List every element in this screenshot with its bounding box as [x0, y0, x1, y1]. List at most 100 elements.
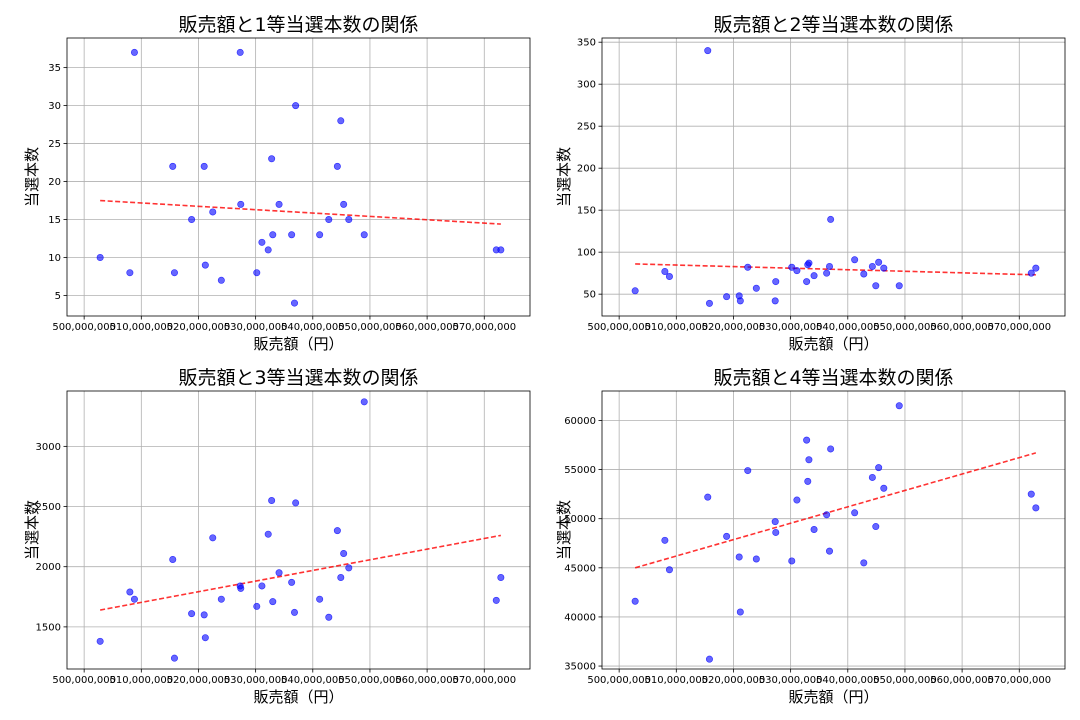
p4-point-23: [868, 473, 876, 481]
p4-y-tick-label-4: 55000: [564, 465, 596, 476]
p1-point-7: [201, 261, 209, 269]
p4-x-tick-label-1: 510,000,000: [644, 675, 708, 686]
p2-x-tick-label-4: 540,000,000: [816, 322, 880, 333]
p3-point-22: [325, 613, 333, 621]
p3-chart-title: 販売額と3等当選本数の関係: [178, 367, 418, 389]
p4-trendline: [634, 452, 1037, 569]
p2-y-tick-label-2: 150: [577, 206, 596, 217]
p4-point-24: [872, 523, 880, 531]
p4-point-8: [744, 467, 752, 475]
p2-point-26: [880, 264, 888, 272]
p1-point-12: [253, 269, 261, 277]
p4-point-28: [1027, 490, 1035, 498]
p2-point-5: [723, 293, 731, 301]
p2-x-tick-label-3: 530,000,000: [759, 322, 823, 333]
p4-y-tick-label-5: 60000: [564, 416, 596, 427]
p2-point-21: [851, 256, 859, 264]
p4-y-axis-label: 当選本数: [555, 500, 573, 560]
p4-point-13: [793, 496, 801, 504]
p2-y-axis-label: 当選本数: [555, 147, 573, 207]
p3-x-axis-label: 販売額（円）: [253, 688, 343, 706]
p2-trendline: [635, 263, 1036, 276]
p2-y-tick-label-6: 350: [577, 38, 596, 49]
p2-point-18: [823, 269, 831, 277]
p4-point-9: [752, 555, 760, 563]
p4-point-27: [895, 402, 903, 410]
p4-x-tick-label-5: 550,000,000: [873, 675, 937, 686]
p1-point-23: [333, 162, 341, 170]
p1-x-tick-label-4: 540,000,000: [281, 322, 345, 333]
p3-x-tick-label-0: 500,000,000: [52, 675, 116, 686]
p1-y-axis-label: 当選本数: [23, 147, 41, 207]
p1-y-tick-label-0: 5: [55, 291, 61, 302]
p4-point-19: [825, 547, 833, 555]
p3-point-13: [258, 582, 266, 590]
p1-point-2: [130, 48, 138, 56]
p4-x-axis-label: 販売額（円）: [788, 688, 878, 706]
p2-x-tick-label-1: 510,000,000: [644, 322, 708, 333]
p3-y-tick-label-2: 2500: [36, 502, 61, 513]
p2-x-tick-label-5: 550,000,000: [873, 322, 937, 333]
p1-point-8: [209, 208, 217, 216]
p1-point-11: [237, 200, 245, 208]
p4-plot-area: [602, 391, 1065, 669]
p4-y-tick-label-1: 40000: [564, 612, 596, 623]
p1-point-0: [96, 254, 104, 262]
p4-point-0: [631, 597, 639, 605]
p4-point-12: [788, 557, 796, 565]
p3-x-tick-label-1: 510,000,000: [109, 675, 173, 686]
p2-point-17: [810, 272, 818, 280]
p4-point-7: [736, 608, 744, 616]
p4-point-3: [704, 493, 712, 501]
p1-point-20: [292, 102, 300, 110]
p4-point-5: [723, 532, 731, 540]
p2-axes-frame: [601, 37, 1066, 317]
p2-point-29: [1032, 264, 1040, 272]
p1-x-tick-label-6: 560,000,000: [395, 322, 459, 333]
p1-x-tick-label-3: 530,000,000: [224, 322, 288, 333]
p2-point-3: [704, 47, 712, 55]
p4-point-25: [875, 464, 883, 472]
p4-point-2: [665, 566, 673, 574]
p2-point-23: [868, 262, 876, 270]
p4-x-tick-label-0: 500,000,000: [587, 675, 651, 686]
p4-point-17: [810, 526, 818, 534]
subplot-2nd-prize: 500,000,000510,000,000520,000,000530,000…: [555, 14, 1066, 353]
p4-x-tick-label-2: 520,000,000: [702, 675, 766, 686]
p2-point-0: [631, 287, 639, 295]
p2-point-9: [752, 284, 760, 292]
p1-point-13: [258, 238, 266, 246]
p3-point-8: [209, 534, 217, 542]
p4-point-10: [771, 518, 779, 526]
p1-point-5: [188, 216, 196, 224]
p3-point-15: [268, 497, 276, 505]
p3-point-28: [492, 596, 500, 604]
p1-y-tick-label-4: 25: [48, 139, 61, 150]
p2-point-7: [736, 297, 744, 305]
p4-point-11: [772, 528, 780, 536]
p2-point-25: [875, 258, 883, 266]
p2-point-8: [744, 263, 752, 271]
p4-axes-frame: [601, 390, 1066, 670]
p3-y-tick-label-1: 2000: [36, 562, 61, 573]
p3-point-1: [126, 588, 134, 596]
p1-point-15: [268, 155, 276, 163]
p3-point-14: [264, 530, 272, 538]
p4-point-6: [735, 553, 743, 561]
p3-point-6: [200, 611, 208, 619]
p4-point-21: [851, 509, 859, 517]
p2-point-4: [705, 299, 713, 307]
p2-chart-title: 販売額と2等当選本数の関係: [713, 14, 953, 36]
p3-x-tick-label-2: 520,000,000: [167, 675, 231, 686]
p4-x-tick-label-7: 570,000,000: [987, 675, 1051, 686]
p1-point-3: [169, 162, 177, 170]
p4-chart-title: 販売額と4等当選本数の関係: [713, 367, 953, 389]
p4-x-tick-label-6: 560,000,000: [930, 675, 994, 686]
p4-y-tick-label-2: 45000: [564, 563, 596, 574]
p3-x-tick-label-7: 570,000,000: [452, 675, 516, 686]
p3-point-11: [237, 584, 245, 592]
subplot-3rd-prize: 500,000,000510,000,000520,000,000530,000…: [23, 367, 531, 706]
p2-point-16: [805, 259, 813, 267]
p3-point-5: [188, 610, 196, 618]
p3-plot-area: [67, 391, 530, 669]
